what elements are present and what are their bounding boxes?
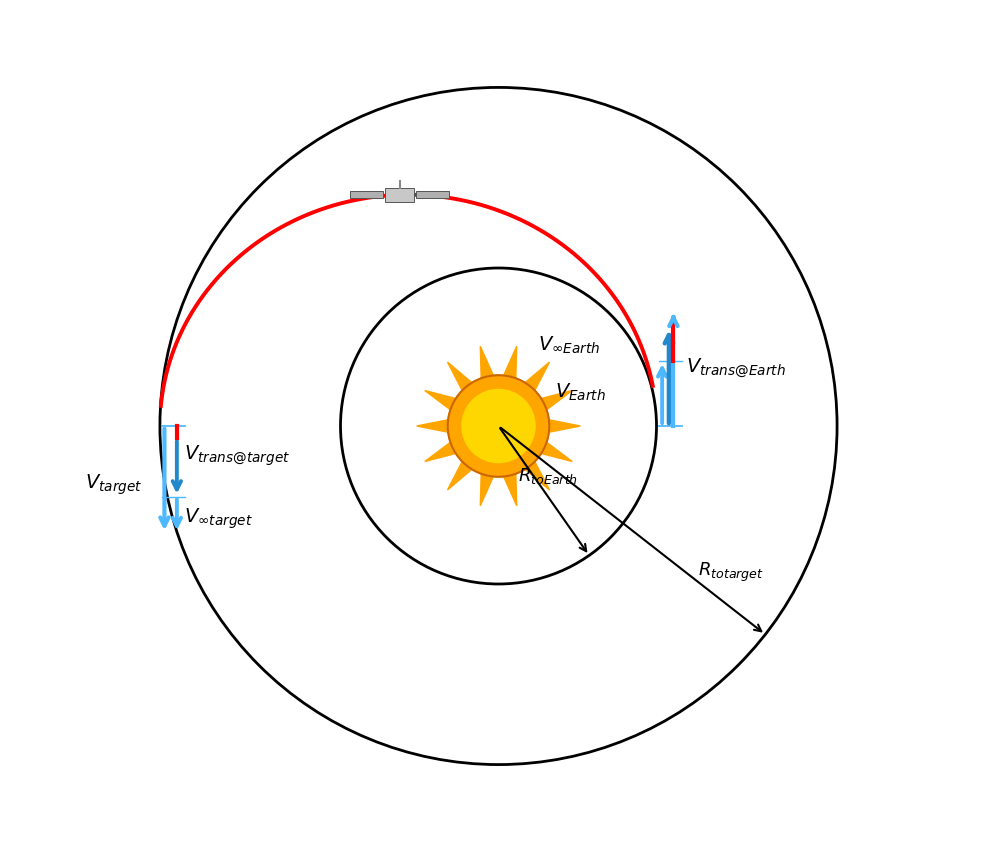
Polygon shape xyxy=(549,420,580,432)
Text: $V_{target}$: $V_{target}$ xyxy=(86,473,143,498)
Text: $V_{trans@target}$: $V_{trans@target}$ xyxy=(183,443,290,468)
Polygon shape xyxy=(525,462,549,490)
Polygon shape xyxy=(503,346,516,378)
Text: $V_{Earth}$: $V_{Earth}$ xyxy=(555,382,606,403)
Text: $V_{\infty target}$: $V_{\infty target}$ xyxy=(183,506,252,531)
Polygon shape xyxy=(385,188,414,202)
Polygon shape xyxy=(503,474,516,506)
Polygon shape xyxy=(481,474,494,506)
Polygon shape xyxy=(417,420,448,432)
Polygon shape xyxy=(350,192,383,199)
Text: $R_{totarget}$: $R_{totarget}$ xyxy=(698,561,764,584)
Polygon shape xyxy=(481,346,494,378)
Polygon shape xyxy=(541,442,572,462)
Polygon shape xyxy=(448,362,472,390)
Text: $R_{toEarth}$: $R_{toEarth}$ xyxy=(518,466,578,486)
Polygon shape xyxy=(448,462,472,490)
Polygon shape xyxy=(425,390,456,410)
Circle shape xyxy=(448,375,549,477)
Polygon shape xyxy=(425,442,456,462)
Circle shape xyxy=(462,389,535,463)
Text: $V_{\infty Earth}$: $V_{\infty Earth}$ xyxy=(538,334,600,355)
Polygon shape xyxy=(541,390,572,410)
Text: $V_{trans@Earth}$: $V_{trans@Earth}$ xyxy=(686,356,786,380)
Polygon shape xyxy=(417,192,450,199)
Polygon shape xyxy=(525,362,549,390)
